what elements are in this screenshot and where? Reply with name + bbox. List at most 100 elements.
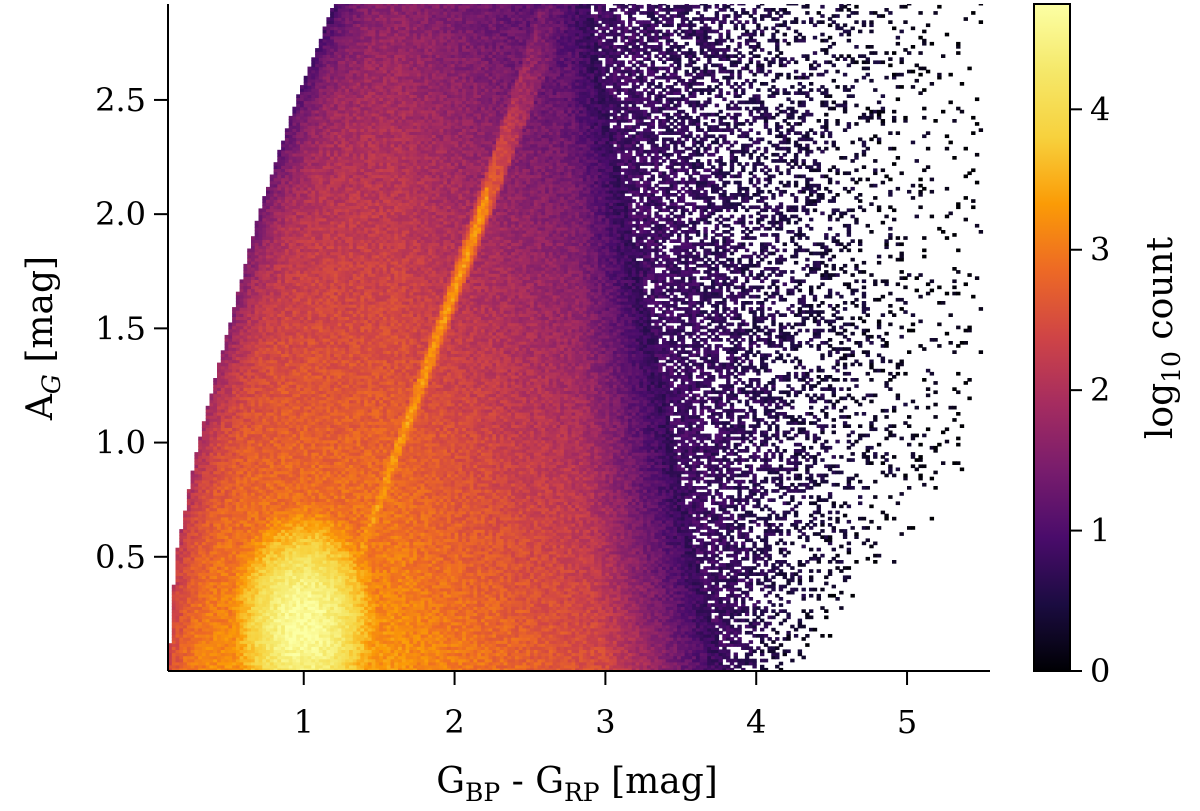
heatmap-cell — [771, 603, 775, 607]
heatmap-cell — [832, 585, 836, 589]
heatmap-cell — [722, 619, 726, 623]
heatmap-cell — [726, 649, 730, 653]
heatmap-cell — [734, 588, 738, 592]
heatmap-cell — [734, 665, 738, 669]
heatmap-cell — [734, 594, 738, 598]
heatmap-cell — [809, 616, 813, 620]
heatmap-cell — [775, 594, 779, 598]
heatmap-cell — [775, 653, 779, 657]
heatmap-cell — [768, 600, 772, 604]
heatmap-cell — [756, 600, 760, 604]
heatmap-cell — [756, 646, 760, 650]
heatmap-cell — [768, 622, 772, 626]
heatmap-cell — [707, 594, 711, 598]
heatmap-cell — [756, 606, 760, 610]
heatmap-cell — [756, 634, 760, 638]
heatmap-cell — [752, 603, 756, 607]
heatmap-cell — [820, 606, 824, 610]
heatmap-cell — [779, 662, 783, 666]
heatmap-cell — [813, 588, 817, 592]
heatmap-cell — [722, 603, 726, 607]
heatmap-cell — [707, 603, 711, 607]
heatmap-cell — [722, 575, 726, 579]
heatmap-cell — [760, 619, 764, 623]
heatmap-cell — [820, 634, 824, 638]
heatmap-cell — [760, 665, 764, 669]
heatmap-cell — [802, 588, 806, 592]
heatmap-cell — [745, 606, 749, 610]
heatmap-cell — [737, 588, 741, 592]
heatmap-cell — [749, 597, 753, 601]
heatmap-cell — [847, 575, 851, 579]
heatmap-cell — [824, 609, 828, 613]
heatmap-cell — [824, 616, 828, 620]
heatmap-cell — [719, 588, 723, 592]
heatmap-cell — [756, 616, 760, 620]
heatmap-cell — [719, 640, 723, 644]
heatmap-cell — [798, 575, 802, 579]
heatmap-cell — [719, 649, 723, 653]
heatmap-cell — [722, 665, 726, 669]
heatmap-cell — [764, 659, 768, 663]
heatmap-cell — [760, 634, 764, 638]
heatmap-cell — [790, 659, 794, 663]
heatmap-cell — [843, 575, 847, 579]
heatmap-cell — [771, 616, 775, 620]
heatmap-cell — [809, 609, 813, 613]
heatmap-cell — [802, 656, 806, 660]
heatmap-cell — [764, 606, 768, 610]
heatmap-cell — [786, 591, 790, 595]
heatmap-cell — [802, 594, 806, 598]
heatmap-cell — [783, 649, 787, 653]
heatmap-cell — [794, 634, 798, 638]
heatmap-cell — [786, 649, 790, 653]
heatmap-cell — [756, 622, 760, 626]
heatmap-cell — [745, 591, 749, 595]
heatmap-cell — [817, 594, 821, 598]
heatmap-cell — [802, 625, 806, 629]
heatmap-cell — [783, 619, 787, 623]
heatmap-cell — [749, 646, 753, 650]
heatmap-cell — [760, 588, 764, 592]
heatmap-cell — [824, 575, 828, 579]
heatmap-cell — [779, 585, 783, 589]
heatmap-cell — [779, 603, 783, 607]
heatmap-cell — [741, 659, 745, 663]
heatmap-cell — [745, 619, 749, 623]
heatmap-cell — [760, 659, 764, 663]
heatmap-cell — [722, 597, 726, 601]
heatmap-cell — [734, 653, 738, 657]
heatmap-cell — [779, 622, 783, 626]
heatmap-cell — [790, 625, 794, 629]
heatmap-cell — [745, 631, 749, 635]
heatmap-cell — [749, 640, 753, 644]
heatmap-cell — [839, 591, 843, 595]
heatmap-cell — [768, 585, 772, 589]
heatmap-cell — [809, 594, 813, 598]
heatmap-cell — [771, 582, 775, 586]
heatmap-cell — [719, 631, 723, 635]
heatmap-cell — [734, 619, 738, 623]
heatmap-cell — [771, 628, 775, 632]
heatmap-cell — [839, 606, 843, 610]
heatmap-cell — [779, 609, 783, 613]
heatmap-cell — [783, 609, 787, 613]
heatmap-cell — [760, 649, 764, 653]
heatmap-cell — [749, 579, 753, 583]
heatmap-cell — [745, 653, 749, 657]
heatmap-cell — [786, 631, 790, 635]
heatmap-cell — [832, 594, 836, 598]
heatmap-cell — [734, 609, 738, 613]
heatmap-cell — [745, 582, 749, 586]
heatmap-cell — [786, 579, 790, 583]
heatmap-cell — [835, 597, 839, 601]
heatmap-cell — [783, 637, 787, 641]
heatmap-cell — [737, 625, 741, 629]
heatmap-cell — [779, 643, 783, 647]
heatmap-cell — [768, 616, 772, 620]
heatmap-cell — [805, 643, 809, 647]
heatmap-cell — [722, 585, 726, 589]
heatmap-cell — [824, 582, 828, 586]
heatmap-cell — [794, 588, 798, 592]
